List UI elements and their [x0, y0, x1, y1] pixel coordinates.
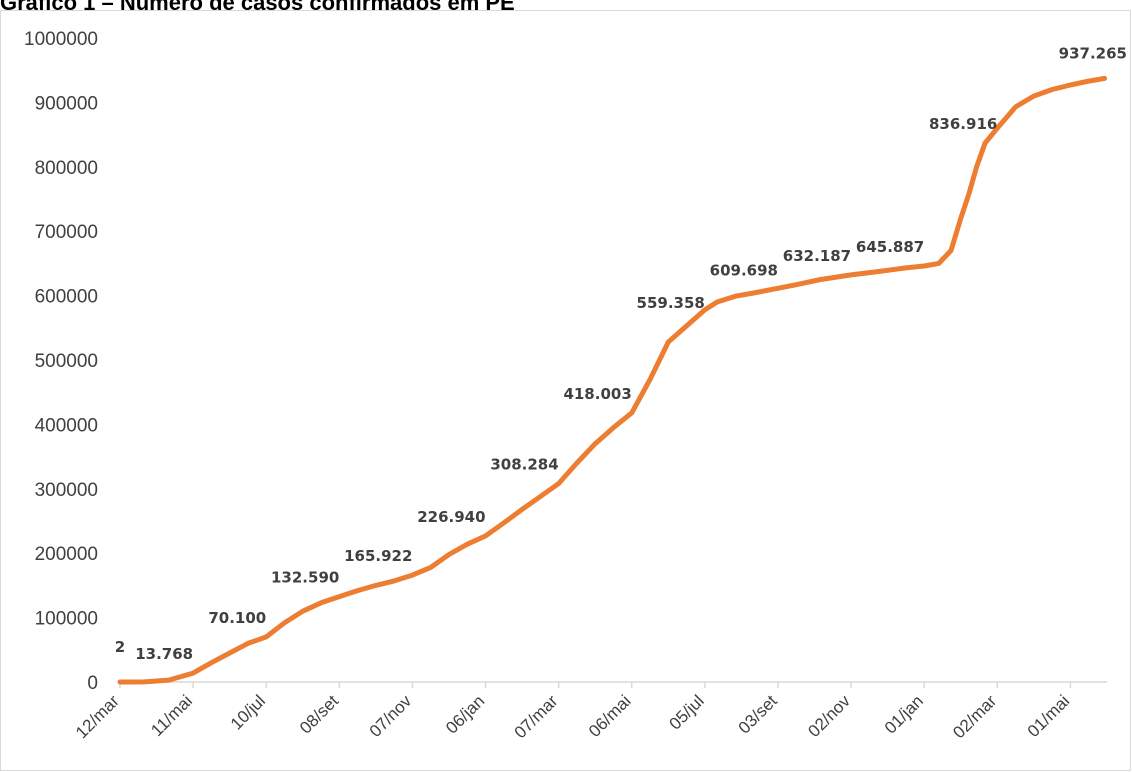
y-tick-label: 700000 [35, 222, 98, 243]
data-label: 165.922 [344, 547, 412, 565]
x-tick-label: 07/mar [511, 691, 562, 742]
data-label: 308.284 [490, 455, 558, 473]
x-tick-label: 11/mai [147, 691, 196, 740]
y-axis: 0 100000 200000 300000 400000 500000 600000 700… [24, 29, 98, 694]
data-label: 418.003 [563, 385, 631, 403]
x-tick-label: 01/jan [881, 691, 927, 737]
y-tick-label: 900000 [35, 93, 98, 114]
data-label: 645.887 [856, 238, 924, 256]
x-axis: 12/mar 11/mai 10/jul 08/set 07/nov 06/jan 07/m… [72, 681, 1107, 742]
data-label: 632.187 [783, 247, 851, 265]
x-tick-label: 12/mar [72, 691, 123, 742]
x-tick-label: 02/nov [804, 691, 854, 741]
x-tick-label: 06/mai [585, 691, 635, 741]
data-label: 13.768 [135, 645, 193, 663]
y-tick-label: 800000 [35, 158, 98, 179]
x-tick-label: 05/jul [666, 691, 708, 733]
y-tick-label: 600000 [35, 287, 98, 308]
x-tick-label: 07/nov [366, 691, 416, 741]
y-tick-label: 200000 [35, 544, 98, 565]
data-label: 836.916 [929, 115, 997, 133]
y-tick-label: 400000 [35, 415, 98, 436]
x-tick-label: 08/set [296, 691, 342, 737]
series-line [117, 75, 1108, 685]
data-label: 559.358 [637, 294, 705, 312]
x-tick-label: 10/jul [227, 691, 269, 733]
series-layer [117, 75, 1108, 685]
x-tick-label: 01/mai [1024, 691, 1074, 741]
y-tick-label: 0 [87, 673, 98, 694]
chart-frame [0, 10, 1131, 771]
x-tick-label: 06/jan [442, 691, 488, 737]
y-tick-label: 1000000 [24, 29, 98, 50]
y-tick-label: 500000 [35, 351, 98, 372]
chart-title: Gráfico 1 – Número de casos confirmados … [0, 0, 515, 15]
x-tick-label: 03/set [735, 691, 781, 737]
data-label: 132.590 [271, 569, 339, 587]
y-tick-label: 300000 [35, 480, 98, 501]
data-labels: 2 13.768 70.100 132.590 165.922 226.940 308.28… [115, 44, 1127, 663]
data-label: 226.940 [417, 508, 485, 526]
x-tick-label: 02/mar [949, 691, 1000, 742]
data-label: 70.100 [208, 609, 266, 627]
data-label: 609.698 [710, 261, 778, 279]
y-tick-label: 100000 [35, 609, 98, 630]
data-label: 2 [115, 638, 125, 656]
data-label: 937.265 [1059, 44, 1127, 62]
